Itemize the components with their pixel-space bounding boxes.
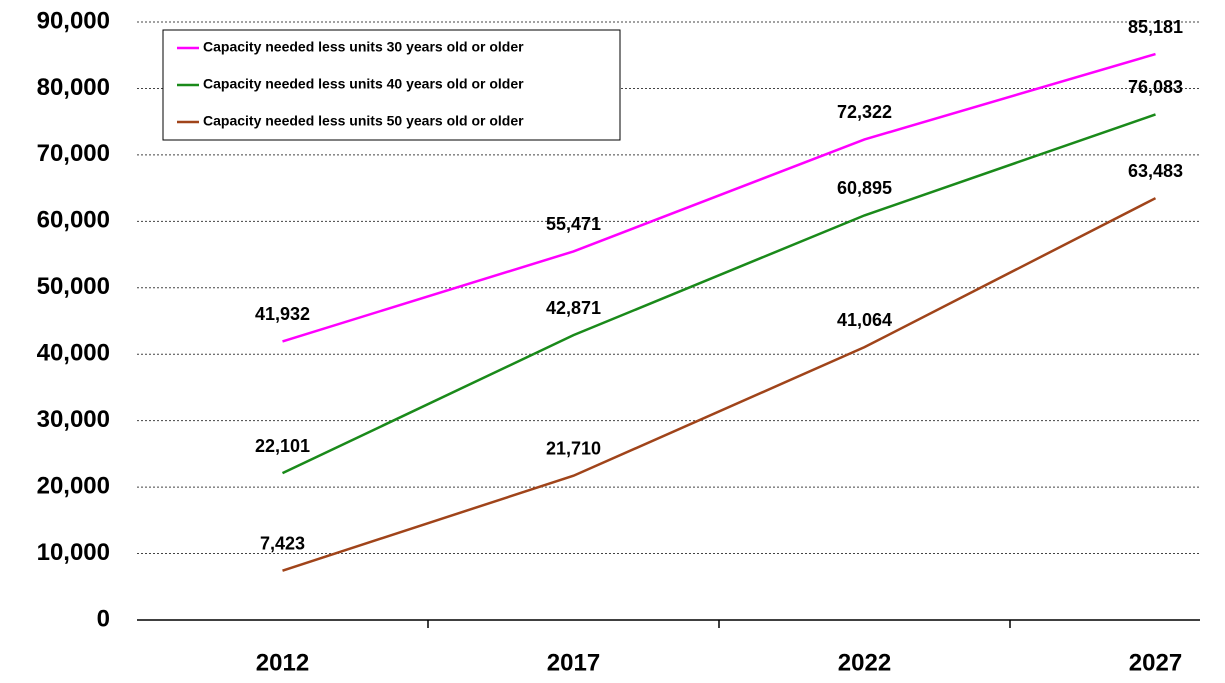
series-line bbox=[282, 52, 1156, 343]
y-tick-label: 30,000 bbox=[37, 406, 110, 433]
y-tick-label: 90,000 bbox=[37, 7, 110, 34]
legend-label: Capacity needed less units 50 years old … bbox=[203, 113, 524, 129]
value-label: 7,423 bbox=[260, 533, 305, 553]
y-tick-label: 60,000 bbox=[37, 207, 110, 234]
x-tick-label: 2022 bbox=[838, 649, 891, 676]
legend-label: Capacity needed less units 30 years old … bbox=[203, 39, 524, 55]
legend-label: Capacity needed less units 40 years old … bbox=[203, 76, 524, 92]
value-label: 76,083 bbox=[1128, 77, 1183, 97]
value-label: 72,322 bbox=[837, 102, 892, 122]
x-tick-label: 2027 bbox=[1129, 649, 1182, 676]
y-tick-label: 80,000 bbox=[37, 74, 110, 101]
y-tick-label: 50,000 bbox=[37, 273, 110, 300]
y-tick-label: 20,000 bbox=[37, 472, 110, 499]
value-label: 41,932 bbox=[255, 304, 310, 324]
value-label: 55,471 bbox=[546, 214, 601, 234]
series-line bbox=[281, 113, 1156, 475]
value-label: 85,181 bbox=[1128, 17, 1183, 37]
y-tick-label: 10,000 bbox=[37, 539, 110, 566]
value-label: 41,064 bbox=[837, 310, 892, 330]
value-label: 21,710 bbox=[546, 438, 601, 458]
value-label: 42,871 bbox=[546, 298, 601, 318]
y-tick-label: 40,000 bbox=[37, 340, 110, 367]
x-tick-label: 2012 bbox=[256, 649, 309, 676]
value-label: 22,101 bbox=[255, 436, 310, 456]
x-tick-label: 2017 bbox=[547, 649, 600, 676]
y-tick-label: 0 bbox=[97, 605, 110, 632]
value-label: 63,483 bbox=[1128, 161, 1183, 181]
series-line bbox=[282, 197, 1157, 572]
legend-box bbox=[162, 29, 621, 141]
y-tick-label: 70,000 bbox=[37, 140, 110, 167]
value-label: 60,895 bbox=[837, 178, 892, 198]
